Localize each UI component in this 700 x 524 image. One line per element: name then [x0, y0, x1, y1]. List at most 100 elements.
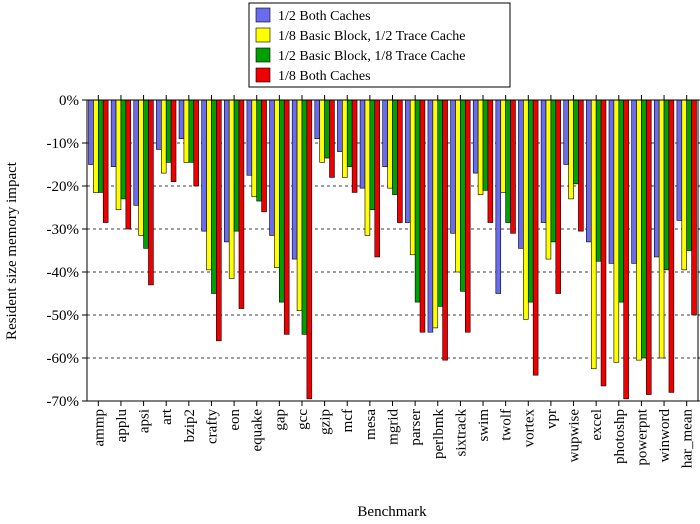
x-tick-label: har_mean	[680, 409, 696, 469]
bar	[251, 99, 258, 198]
x-tick-label: applu	[114, 409, 130, 443]
bar	[658, 99, 665, 359]
x-tick-label: mgrid	[386, 409, 402, 445]
bar	[337, 99, 343, 152]
bar	[228, 99, 235, 279]
bar	[527, 99, 534, 303]
bar	[487, 99, 494, 223]
bar	[256, 99, 262, 202]
bar	[115, 99, 122, 210]
bar	[283, 99, 290, 335]
bar	[183, 99, 190, 163]
legend: 1/2 Both Caches 1/8 Basic Block, 1/2 Trac…	[248, 2, 511, 88]
x-tick-label: crafty	[204, 409, 220, 444]
x-tick-label: gzip	[318, 409, 334, 435]
bar	[409, 99, 416, 256]
bar	[460, 99, 466, 292]
x-axis-label: Benchmark	[357, 504, 427, 520]
bar	[246, 99, 253, 176]
x-tick-label: ammp	[91, 409, 107, 447]
bar	[98, 99, 104, 193]
bar	[329, 99, 335, 178]
bar	[359, 99, 366, 189]
bar	[138, 99, 144, 236]
bar	[161, 99, 167, 174]
bar	[427, 99, 434, 333]
bar	[653, 99, 660, 258]
bar	[156, 99, 162, 150]
x-tick-label: twolf	[499, 409, 515, 441]
bar	[545, 99, 552, 260]
x-tick-label: photoshp	[612, 409, 628, 464]
x-tick-label: wupwise	[567, 409, 583, 463]
bar	[392, 99, 398, 195]
bar	[578, 99, 584, 232]
bar	[586, 99, 592, 243]
y-tick-label: -60%	[47, 351, 80, 367]
y-tick-label: -40%	[47, 265, 80, 281]
y-tick-label: -70%	[47, 394, 80, 410]
bar	[382, 99, 388, 167]
x-tick-label: gcc	[295, 409, 311, 430]
x-tick-label: equake	[250, 409, 266, 452]
bar	[500, 99, 506, 193]
bar	[387, 99, 393, 189]
bar	[568, 99, 574, 200]
bar	[397, 99, 403, 223]
bar	[646, 99, 652, 395]
bar	[374, 99, 380, 258]
x-tick-label: powerpnt	[634, 408, 650, 465]
bar	[641, 99, 647, 359]
bar	[364, 99, 371, 236]
x-tick-label: perlbmk	[431, 409, 447, 459]
bar	[405, 99, 411, 223]
bars	[88, 99, 697, 400]
bar	[573, 99, 579, 185]
plot-frame	[86, 99, 699, 402]
bar	[223, 99, 230, 243]
axes: 0%-10%-20%-30%-40%-50%-60%-70%ammp applu a…	[47, 93, 700, 468]
y-tick-label: -30%	[47, 222, 80, 238]
bar	[324, 99, 330, 159]
bar	[600, 99, 607, 387]
bar	[618, 99, 624, 303]
x-tick-label: vortex	[521, 409, 537, 448]
bar	[261, 99, 267, 213]
bar	[437, 99, 443, 307]
bar	[613, 99, 620, 363]
bar	[495, 99, 502, 294]
bar	[88, 99, 94, 165]
x-tick-label: sixtrack	[453, 409, 469, 457]
y-axis-label: Resident size memory impact	[4, 161, 20, 340]
legend-swatch	[255, 7, 271, 23]
bar	[369, 99, 376, 210]
x-tick-label: winword	[657, 409, 673, 463]
bar	[238, 99, 245, 309]
bar	[555, 99, 562, 294]
bar	[306, 99, 313, 400]
bar	[540, 99, 547, 223]
x-tick-label: parser	[408, 409, 424, 446]
bar	[274, 99, 280, 268]
bar	[442, 99, 448, 361]
bar	[351, 99, 358, 193]
legend-swatch	[255, 27, 271, 43]
y-tick-label: -50%	[47, 308, 80, 324]
bar	[668, 99, 675, 393]
bar	[590, 99, 597, 370]
bar	[125, 99, 132, 230]
bar	[193, 99, 199, 187]
bar	[269, 99, 275, 236]
bar	[233, 99, 240, 232]
bar	[455, 99, 461, 273]
bar	[636, 99, 642, 361]
bar	[279, 99, 285, 303]
bar	[464, 99, 471, 333]
bar	[563, 99, 569, 165]
y-tick-label: -20%	[47, 179, 80, 195]
legend-label: 1/8 Both Caches	[278, 69, 371, 84]
bar	[291, 99, 298, 260]
bar	[143, 99, 149, 249]
x-tick-label: bzip2	[182, 409, 198, 442]
y-tick-label: -10%	[47, 136, 80, 152]
